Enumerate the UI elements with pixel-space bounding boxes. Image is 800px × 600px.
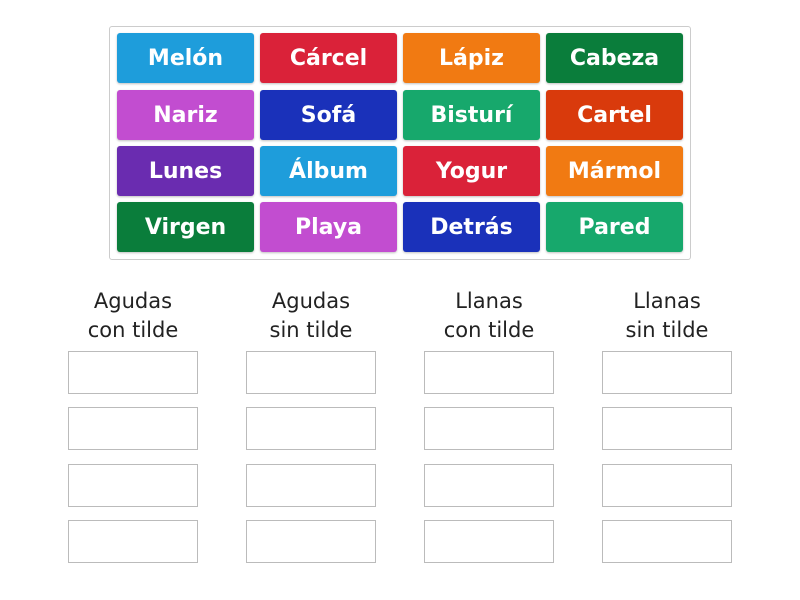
drop-slot[interactable] [602, 520, 732, 563]
drop-slot[interactable] [602, 407, 732, 450]
category-heading: Llanas con tilde [404, 287, 574, 345]
drop-slot[interactable] [602, 464, 732, 507]
drop-slot[interactable] [68, 407, 198, 450]
word-tile[interactable]: Playa [260, 202, 397, 252]
drop-slot[interactable] [424, 407, 554, 450]
drop-slot[interactable] [246, 351, 376, 394]
word-tile[interactable]: Cartel [546, 90, 683, 140]
word-tile[interactable]: Yogur [403, 146, 540, 196]
category-heading-line2: sin tilde [269, 318, 353, 342]
word-tile[interactable]: Melón [117, 33, 254, 83]
drop-slot[interactable] [246, 407, 376, 450]
drop-slot[interactable] [68, 351, 198, 394]
category-heading-line1: Llanas [633, 289, 701, 313]
drop-slot[interactable] [602, 351, 732, 394]
category-heading: Agudas con tilde [48, 287, 218, 345]
word-tile[interactable]: Detrás [403, 202, 540, 252]
category-heading-line1: Agudas [93, 289, 173, 313]
drop-slot[interactable] [424, 520, 554, 563]
category-heading: Llanas sin tilde [582, 287, 752, 345]
category-heading-line2: con tilde [443, 318, 535, 342]
word-tile[interactable]: Virgen [117, 202, 254, 252]
category-heading: Agudas sin tilde [226, 287, 396, 345]
word-tile[interactable]: Nariz [117, 90, 254, 140]
word-tile[interactable]: Álbum [260, 146, 397, 196]
category-heading-line1: Agudas [271, 289, 351, 313]
word-tile[interactable]: Pared [546, 202, 683, 252]
drop-slot[interactable] [246, 464, 376, 507]
category-heading-line2: sin tilde [625, 318, 709, 342]
word-tile[interactable]: Mármol [546, 146, 683, 196]
drop-slot[interactable] [246, 520, 376, 563]
drop-slot[interactable] [68, 464, 198, 507]
word-tile[interactable]: Cárcel [260, 33, 397, 83]
word-tile[interactable]: Cabeza [546, 33, 683, 83]
word-tile[interactable]: Lunes [117, 146, 254, 196]
drop-slot[interactable] [424, 464, 554, 507]
category-heading-line1: Llanas [455, 289, 523, 313]
word-tile[interactable]: Lápiz [403, 33, 540, 83]
word-tile[interactable]: Sofá [260, 90, 397, 140]
drop-slot[interactable] [424, 351, 554, 394]
word-tile[interactable]: Bisturí [403, 90, 540, 140]
drop-slot[interactable] [68, 520, 198, 563]
category-heading-line2: con tilde [87, 318, 179, 342]
